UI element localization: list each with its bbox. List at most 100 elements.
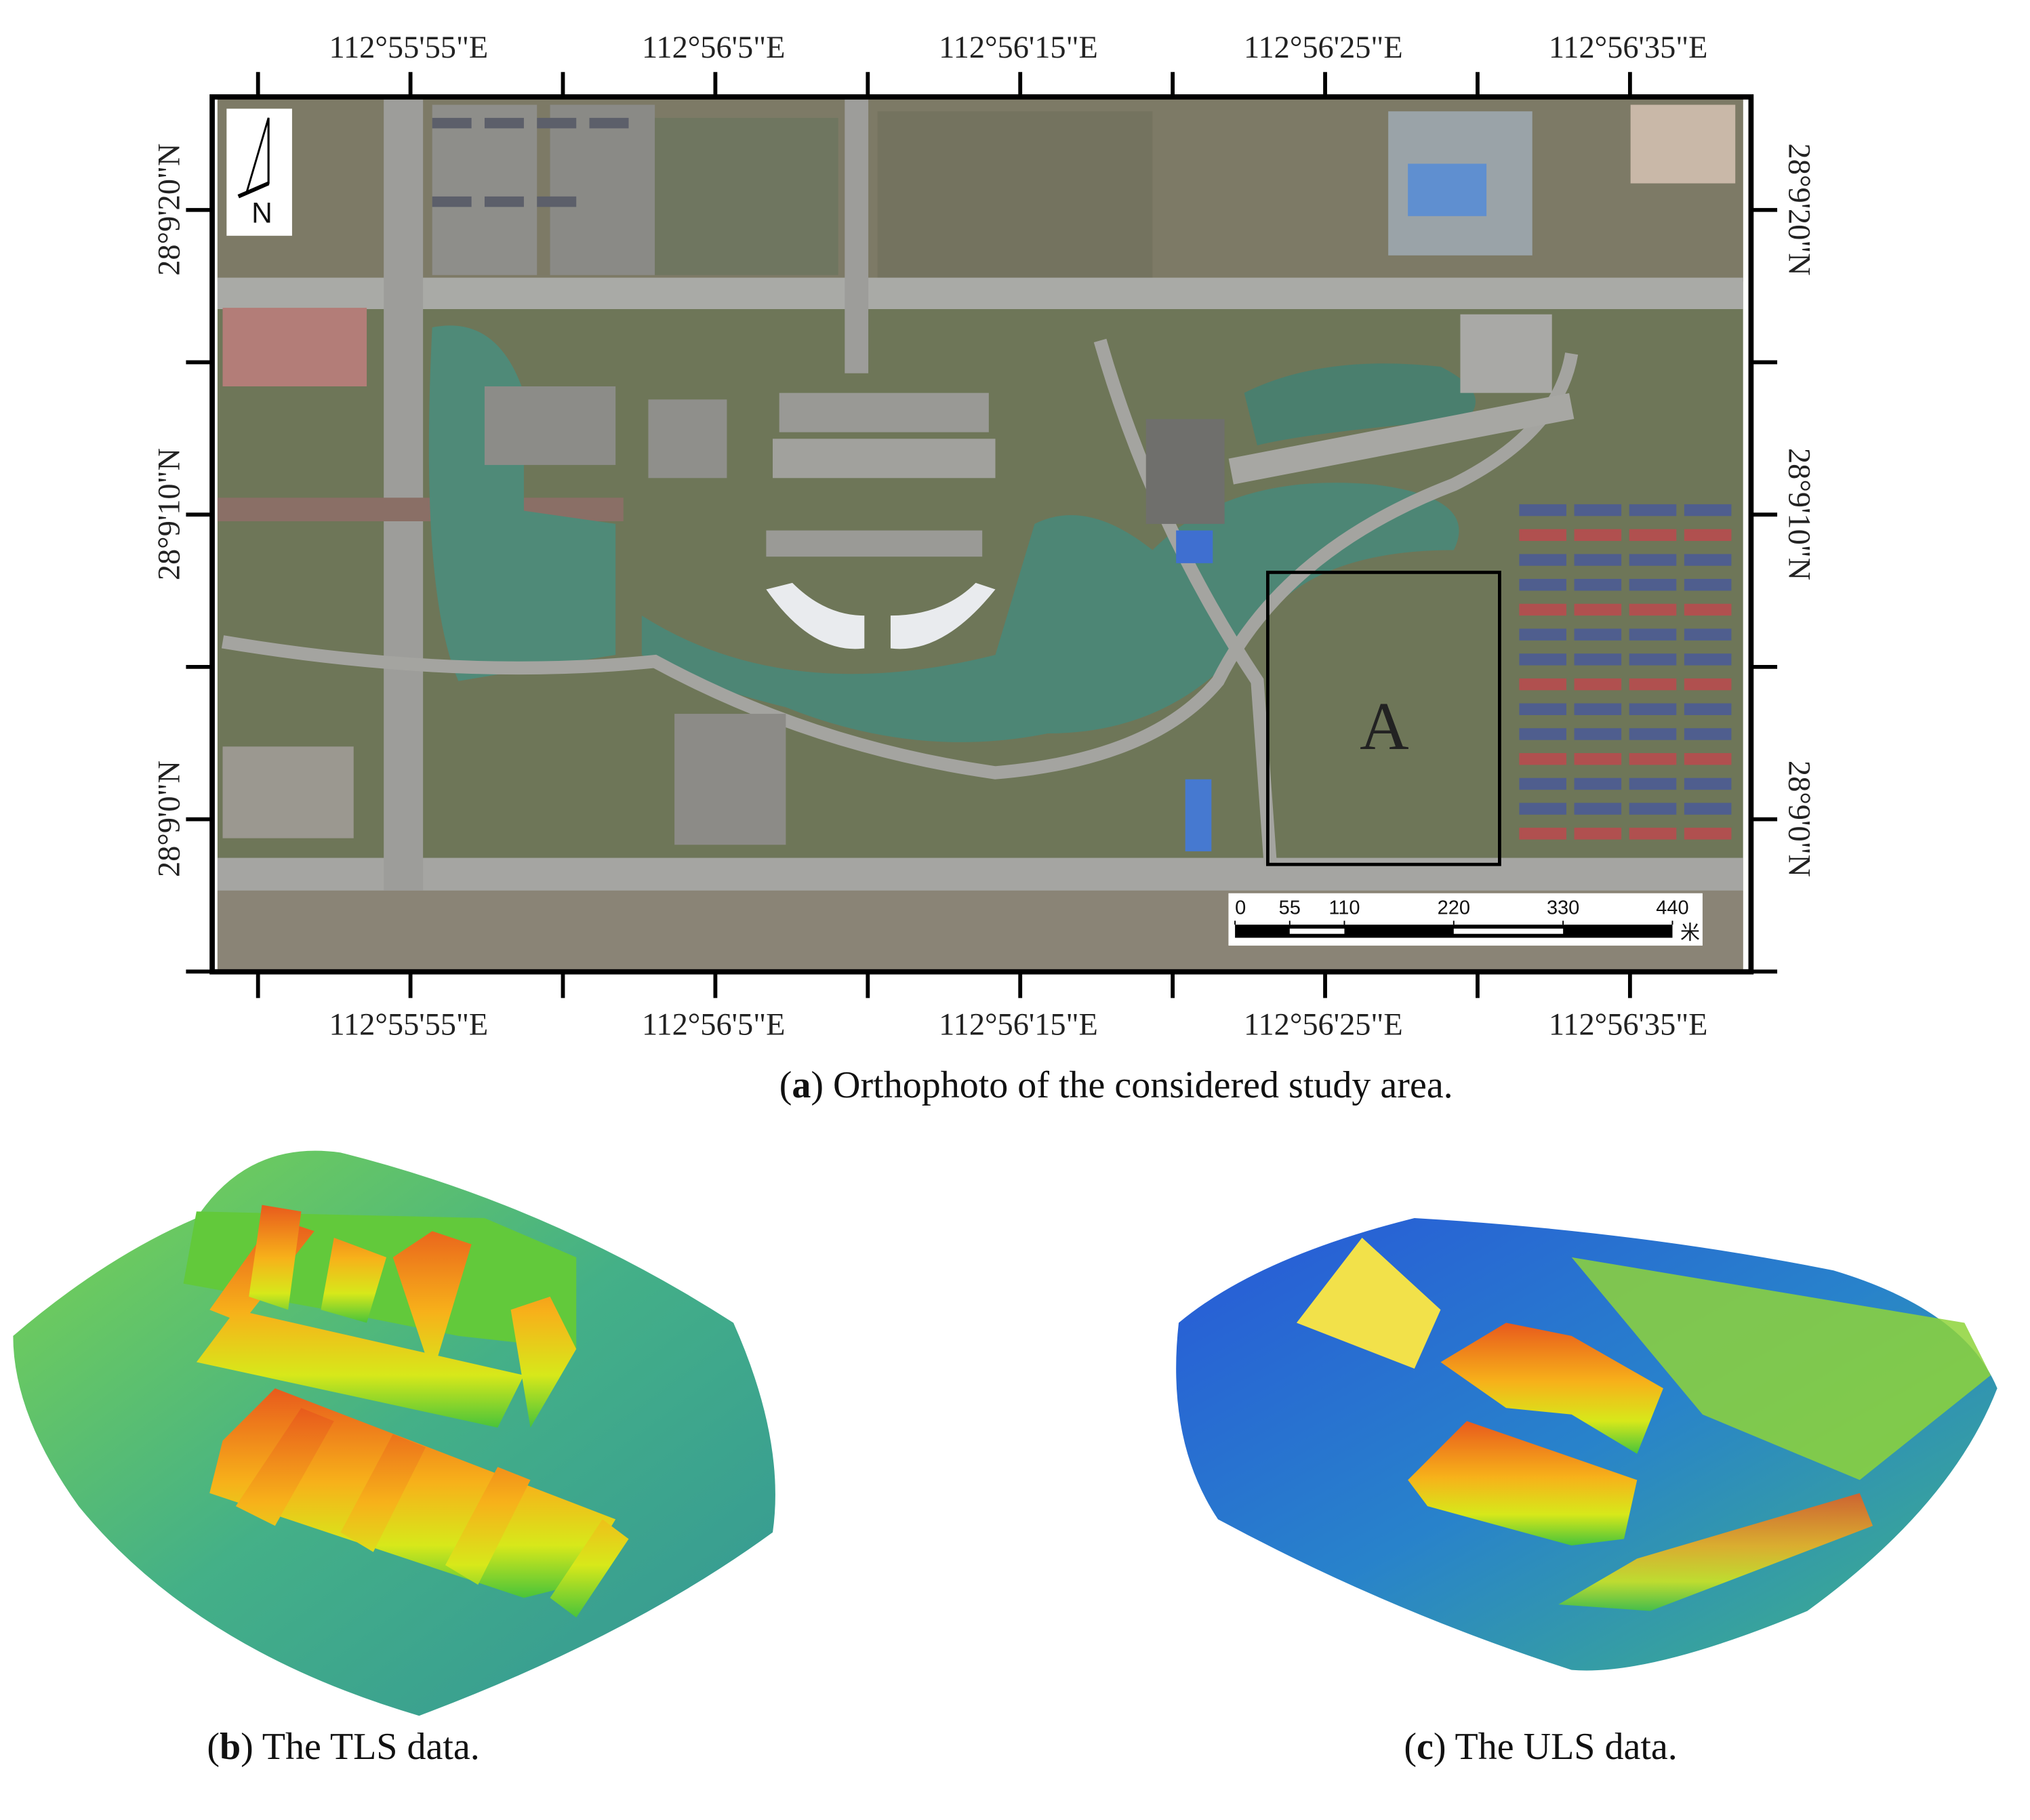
scale-unit: 米 [1680, 922, 1700, 944]
roof [1574, 703, 1622, 715]
map-frame [209, 94, 1754, 975]
roof [1684, 653, 1732, 666]
longitude-label: 112°55'55"E [329, 1007, 489, 1042]
roof [1519, 828, 1566, 840]
roof [1629, 728, 1677, 740]
roof [1629, 653, 1677, 666]
scale-label: 330 [1547, 897, 1579, 919]
roof [1629, 753, 1677, 765]
scale-segment [1289, 928, 1345, 934]
roof [1519, 603, 1566, 616]
roof [1629, 678, 1677, 691]
scale-label: 440 [1656, 897, 1688, 919]
roof [1519, 777, 1566, 790]
longitude-label: 112°55'55"E [329, 31, 489, 65]
roof [1519, 628, 1566, 641]
uls-point-cloud [1176, 1217, 1997, 1671]
tls-point-cloud [13, 1150, 775, 1716]
roof [1574, 728, 1622, 740]
caption: (a) Orthophoto of the considered study a… [779, 1064, 1453, 1106]
roof [1684, 803, 1732, 815]
scale-bar: 0 55 110 220 330 440 米 [1228, 893, 1703, 946]
latitude-label: 28°9'0"N [1781, 761, 1816, 877]
latitude-label: 28°9'0"N [153, 761, 187, 877]
roof [1574, 753, 1622, 765]
region-label: A [1360, 688, 1409, 764]
roof [432, 196, 472, 207]
roof [1684, 753, 1732, 765]
roof [1684, 728, 1732, 740]
longitude-label: 112°56'25"E [1244, 1007, 1403, 1042]
roof [1629, 579, 1677, 591]
latitude-label: 28°9'10"N [1781, 448, 1816, 580]
roof [1519, 803, 1566, 815]
roof [1574, 603, 1622, 616]
roof [1519, 579, 1566, 591]
roof [1629, 777, 1677, 790]
roof [537, 117, 577, 129]
roof [1684, 828, 1732, 840]
roof [1574, 803, 1622, 815]
roof [1684, 777, 1732, 790]
roof [484, 196, 524, 207]
roof [1574, 504, 1622, 517]
scale-label: 220 [1438, 897, 1470, 919]
roof [1684, 554, 1732, 566]
scale-segment [1453, 928, 1564, 934]
roof [484, 117, 524, 129]
roof [1629, 703, 1677, 715]
roof [537, 196, 577, 207]
region-box [1266, 570, 1501, 866]
roof [1574, 828, 1622, 840]
roof [1684, 579, 1732, 591]
caption: (c) The ULS data. [1404, 1726, 1677, 1768]
scale-label: 55 [1279, 897, 1301, 919]
roof [1629, 603, 1677, 616]
roof [1519, 653, 1566, 666]
roof [1684, 504, 1732, 517]
longitude-label: 112°56'5"E [642, 1007, 786, 1042]
roof [589, 117, 629, 129]
roof [432, 117, 472, 129]
latitude-label: 28°9'10"N [153, 448, 187, 580]
latitude-label: 28°9'20"N [153, 144, 187, 276]
longitude-label: 112°56'15"E [939, 1007, 1098, 1042]
longitude-label: 112°56'5"E [642, 31, 786, 65]
roof [1684, 703, 1732, 715]
longitude-label: 112°56'35"E [1549, 31, 1708, 65]
roof [1519, 753, 1566, 765]
roof [1684, 603, 1732, 616]
roof [1519, 678, 1566, 691]
roof [1519, 728, 1566, 740]
roof [1574, 653, 1622, 666]
roof [1574, 529, 1622, 542]
roof [1519, 504, 1566, 517]
roof [1629, 504, 1677, 517]
longitude-label: 112°56'25"E [1244, 31, 1403, 65]
roof [1574, 554, 1622, 566]
roof [1574, 628, 1622, 641]
roof [1574, 579, 1622, 591]
scale-label: 110 [1328, 897, 1360, 919]
scale-label: 0 [1235, 897, 1246, 919]
roof [1629, 828, 1677, 840]
caption: (b) The TLS data. [207, 1726, 479, 1768]
roof [1629, 803, 1677, 815]
roof [1519, 703, 1566, 715]
roof [1629, 554, 1677, 566]
north-label: N [251, 197, 272, 229]
roof [1519, 554, 1566, 566]
roof [1629, 529, 1677, 542]
roof [1574, 777, 1622, 790]
roof [1574, 678, 1622, 691]
roof [1684, 529, 1732, 542]
north-arrow: N [226, 108, 292, 236]
longitude-label: 112°56'15"E [939, 31, 1098, 65]
roof [1684, 678, 1732, 691]
longitude-label: 112°56'35"E [1549, 1007, 1708, 1042]
orthophoto [217, 98, 1743, 971]
roof [1684, 628, 1732, 641]
roof [1519, 529, 1566, 542]
roof [1629, 628, 1677, 641]
